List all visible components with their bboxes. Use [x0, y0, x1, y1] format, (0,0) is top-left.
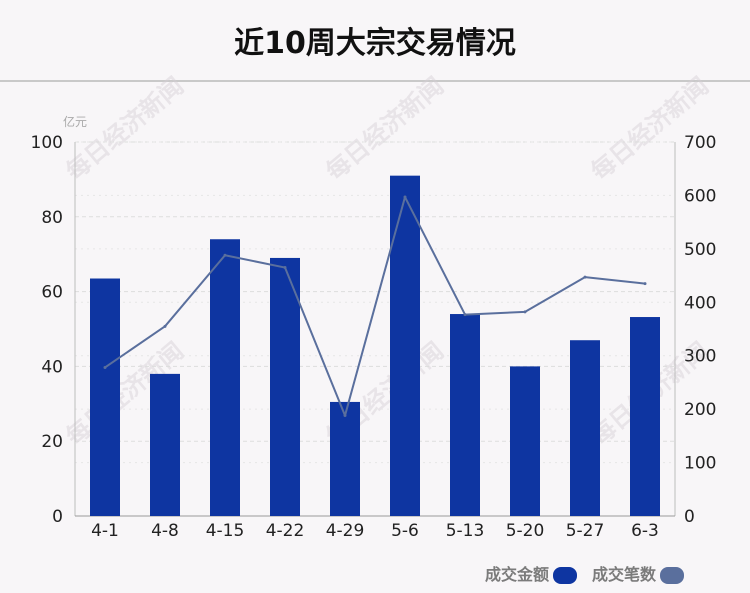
line-series [103, 195, 647, 418]
right-tick-label: 100 [684, 454, 716, 474]
line-point [643, 282, 647, 286]
right-tick-label: 200 [684, 400, 716, 420]
line-point [523, 310, 527, 314]
right-tick-label: 500 [684, 240, 716, 260]
left-axis-unit: 亿元 [63, 114, 87, 129]
line-point [343, 414, 347, 418]
x-tick-label: 5-13 [446, 521, 485, 541]
line-point [403, 195, 407, 199]
right-tick-label: 300 [684, 347, 716, 367]
legend-label: 成交金额 [485, 565, 549, 584]
x-tick-label: 4-15 [206, 521, 245, 541]
bar [90, 278, 120, 516]
line-point [163, 324, 167, 328]
x-tick-label: 4-29 [326, 521, 365, 541]
legend-swatch [660, 567, 684, 584]
legend-label: 成交笔数 [592, 565, 657, 584]
line-point [103, 365, 107, 369]
bar [390, 175, 420, 516]
right-tick-label: 600 [684, 186, 716, 206]
bar [150, 373, 180, 516]
bar [450, 314, 480, 516]
bar [510, 366, 540, 516]
bar [570, 340, 600, 516]
left-tick-label: 0 [52, 507, 63, 527]
left-tick-label: 40 [41, 357, 63, 377]
left-tick-label: 80 [41, 208, 63, 228]
bar [210, 239, 240, 517]
right-tick-label: 400 [684, 293, 716, 313]
line-point [583, 275, 587, 279]
left-tick-label: 60 [41, 283, 63, 303]
tick-labels: 0 20 40 60 80 100 0 100 200 300 400 500 600 700 4-1 4-8… [31, 114, 717, 541]
right-tick-label: 700 [684, 133, 716, 153]
x-tick-label: 5-20 [506, 521, 545, 541]
x-tick-label: 5-27 [566, 521, 605, 541]
title-divider [0, 80, 750, 82]
x-tick-label: 6-3 [631, 521, 659, 541]
series-line [104, 196, 646, 417]
left-tick-label: 100 [31, 133, 63, 153]
watermark-text: 每日经济新闻 [586, 72, 714, 186]
chart-title: 近10周大宗交易情况 [234, 26, 516, 61]
x-tick-label: 4-22 [266, 521, 305, 541]
right-tick-label: 0 [684, 507, 695, 527]
bar [330, 401, 360, 516]
bar [630, 317, 660, 516]
bar-series [90, 175, 660, 517]
watermark-text: 每日经济新闻 [321, 72, 449, 186]
x-tick-label: 5-6 [391, 521, 419, 541]
x-tick-label: 4-8 [151, 521, 179, 541]
bar [270, 257, 300, 516]
x-tick-label: 4-1 [91, 521, 119, 541]
legend: 成交金额 成交笔数 [485, 565, 684, 584]
line-point [283, 266, 287, 270]
line-point [223, 253, 227, 257]
line-point [463, 313, 467, 317]
left-tick-label: 20 [41, 432, 63, 452]
legend-swatch [553, 567, 577, 584]
